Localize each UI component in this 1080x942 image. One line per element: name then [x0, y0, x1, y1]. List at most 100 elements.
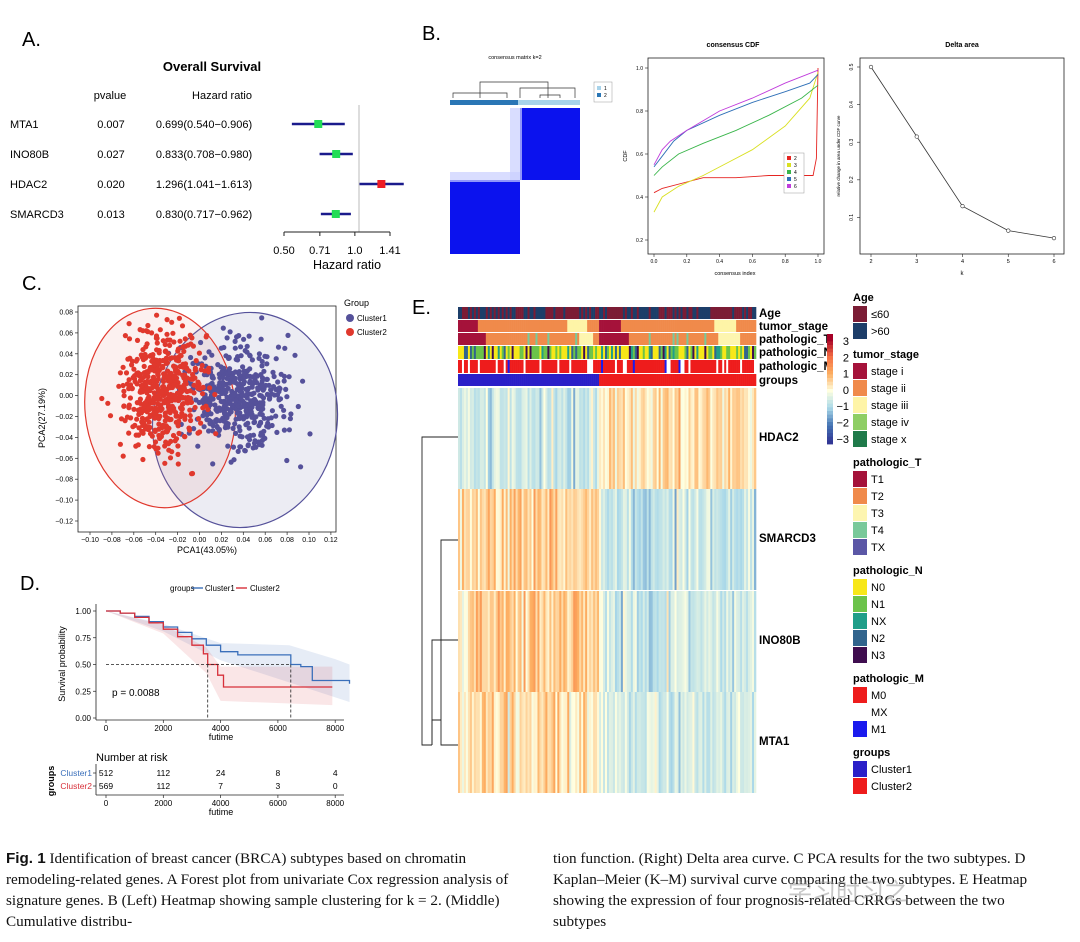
- heatmap-cell: [579, 591, 582, 692]
- heatmap-cell: [634, 692, 638, 793]
- annot-T-cell: [479, 333, 483, 345]
- pca-point-cluster2: [141, 370, 147, 376]
- annot-group-cell: [626, 374, 630, 386]
- heatmap-cell: [640, 489, 644, 590]
- color-scale-step: [827, 345, 833, 350]
- pca-point-cluster1: [259, 315, 265, 321]
- heatmap-cell: [529, 591, 532, 692]
- annot-N-cell: [489, 346, 493, 359]
- annot-age-cell: [712, 307, 715, 319]
- annot-M-cell: [563, 360, 566, 373]
- annot-group-cell: [614, 374, 618, 386]
- forest-point: [377, 180, 386, 188]
- annot-T-cell: [525, 333, 528, 345]
- heatmap-cell: [706, 692, 709, 793]
- annot-M-cell: [579, 360, 582, 373]
- heatmap-cell: [501, 388, 504, 489]
- annot-stage-cell: [475, 320, 479, 332]
- pca-point-cluster2: [175, 348, 181, 354]
- annot-group-cell: [593, 374, 596, 386]
- annot-age-cell: [690, 307, 693, 319]
- pca-point-cluster2: [168, 438, 174, 444]
- pca-point-cluster1: [268, 387, 274, 393]
- annot-group-cell: [622, 374, 626, 386]
- annot-age-cell: [738, 307, 741, 319]
- annot-stage-cell: [728, 320, 731, 332]
- annot-stage-cell: [714, 320, 717, 332]
- heatmap-cell: [694, 591, 697, 692]
- annot-group-cell: [541, 374, 544, 386]
- legend-swatch: [853, 306, 867, 322]
- heatmap-cell: [499, 591, 503, 692]
- annot-group-cell: [666, 374, 669, 386]
- heatmap-cell: [744, 489, 747, 590]
- legend-item-label: stage iv: [871, 417, 909, 429]
- annot-stage-cell: [622, 320, 626, 332]
- color-scale-step: [827, 403, 833, 408]
- pca-point-cluster2: [125, 356, 131, 362]
- pca-point-cluster2: [195, 430, 201, 436]
- heatmap-cell: [581, 388, 584, 489]
- annot-N-cell: [754, 346, 757, 359]
- delta-xlabel: k: [961, 271, 965, 277]
- risk-xtick-label: 4000: [212, 799, 230, 808]
- annot-stage-cell: [501, 320, 504, 332]
- heatmap-cell: [710, 388, 713, 489]
- annot-group-cell: [467, 374, 471, 386]
- heatmap-cell: [511, 692, 514, 793]
- cdf-curves: [653, 67, 819, 213]
- annot-N-cell: [638, 346, 642, 359]
- consensus-legend-swatch-2: [597, 93, 601, 97]
- annot-group-cell: [557, 374, 560, 386]
- heatmap-cell: [575, 489, 578, 590]
- annot-M-cell: [541, 360, 544, 373]
- heatmap-cell: [626, 388, 630, 489]
- annot-T-cell: [734, 333, 737, 345]
- km-ytick-label: 0.00: [75, 714, 91, 723]
- annot-N-cell: [481, 346, 485, 359]
- annot-age-cell: [672, 307, 675, 319]
- annot-stage-cell: [716, 320, 719, 332]
- annot-group-cell: [688, 374, 691, 386]
- heatmap-cell: [618, 489, 622, 590]
- heatmap-cell: [618, 591, 622, 692]
- heatmap-cell: [652, 489, 655, 590]
- heatmap-cell: [734, 692, 737, 793]
- annot-T-cell: [754, 333, 757, 345]
- risk-xlabel: futime: [209, 807, 234, 817]
- annot-M-cell: [728, 360, 731, 373]
- annot-age-cell: [527, 307, 530, 319]
- annot-M-cell: [726, 360, 729, 373]
- km-legend-title: groups: [170, 584, 194, 593]
- legend-item-label: stage ii: [871, 383, 906, 395]
- heatmap-cell: [736, 489, 739, 590]
- heatmap-cell: [583, 692, 586, 793]
- annot-T-cell: [509, 333, 512, 345]
- heatmap-cell: [656, 489, 659, 590]
- annot-group-cell: [471, 374, 475, 386]
- annot-M-cell: [740, 360, 743, 373]
- heatmap-cell: [471, 692, 475, 793]
- heatmap-cell: [630, 489, 634, 590]
- heatmap-cell: [525, 591, 528, 692]
- pca-point-cluster1: [261, 368, 267, 374]
- heatmap-cell: [573, 388, 576, 489]
- annot-M-cell: [501, 360, 504, 373]
- annot-stage-cell: [644, 320, 648, 332]
- annot-N-cell: [595, 346, 598, 359]
- legend-item-label: N3: [871, 650, 885, 662]
- annot-age-cell: [698, 307, 701, 319]
- annot-N-cell: [660, 346, 663, 359]
- heatmap-cell: [640, 692, 644, 793]
- heatmap-cell: [585, 489, 588, 590]
- annot-N-cell: [597, 346, 600, 359]
- panel-a-letter: A.: [22, 29, 41, 51]
- pca-point-cluster2: [165, 416, 171, 422]
- pca-point-cluster2: [137, 400, 143, 406]
- heatmap-cell: [541, 591, 544, 692]
- legend-swatch: [853, 687, 867, 703]
- annot-T-cell: [458, 333, 461, 345]
- annot-stage-cell: [459, 320, 463, 332]
- color-scale-step: [827, 440, 833, 445]
